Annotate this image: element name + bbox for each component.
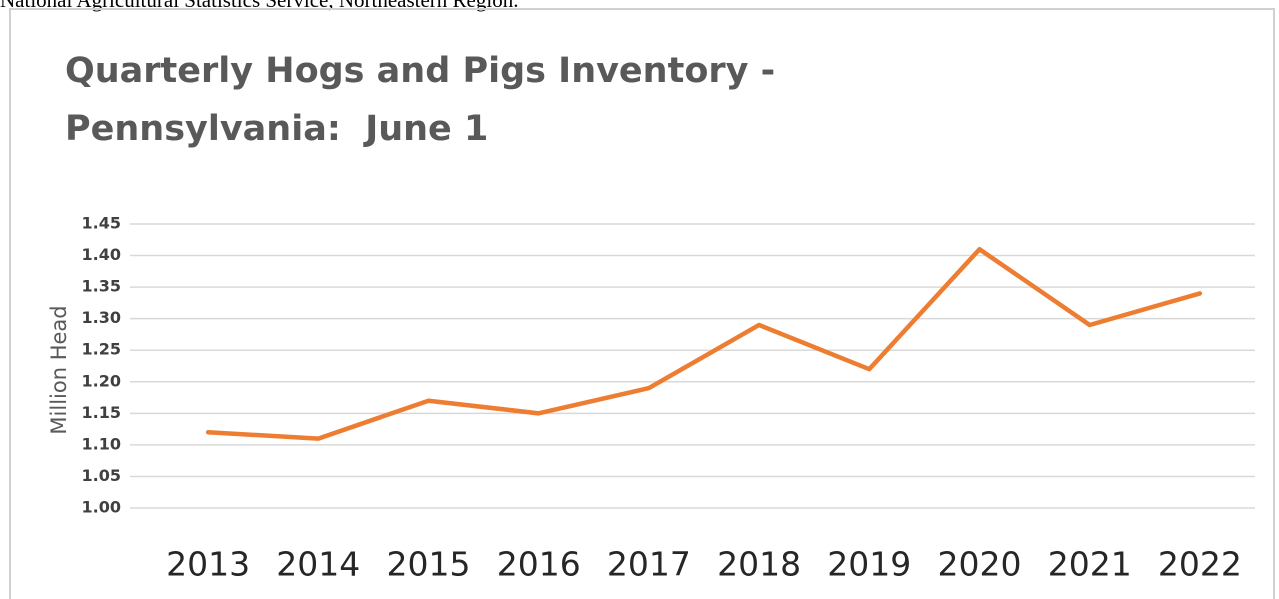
x-tick-label: 2020 [938, 545, 1022, 584]
chart-title: Pennsylvania: June 1 [65, 109, 488, 149]
x-tick-label: 2014 [276, 545, 360, 584]
x-tick-label: 2016 [497, 545, 581, 584]
y-tick-label: 1.25 [82, 340, 121, 359]
x-tick-label: 2013 [166, 545, 250, 584]
chart-frame [9, 8, 1275, 599]
y-tick-label: 1.00 [82, 498, 121, 517]
y-tick-label: 1.05 [82, 466, 121, 485]
x-tick-label: 2017 [607, 545, 691, 584]
x-tick-label: 2019 [827, 545, 911, 584]
x-tick-label: 2022 [1158, 545, 1242, 584]
x-tick-label: 2015 [387, 545, 471, 584]
x-tick-label: 2021 [1048, 545, 1132, 584]
header-text: National Agricultural Statistics Service… [0, 0, 518, 12]
y-tick-label: 1.30 [82, 308, 121, 327]
y-tick-label: 1.15 [82, 403, 121, 422]
y-tick-label: 1.10 [82, 434, 121, 453]
x-tick-label: 2018 [717, 545, 801, 584]
chart-title: Quarterly Hogs and Pigs Inventory - [65, 51, 775, 91]
y-tick-label: 1.35 [82, 277, 121, 296]
y-tick-label: 1.20 [82, 371, 121, 390]
y-tick-label: 1.45 [82, 214, 121, 233]
data-line [205, 246, 1203, 441]
y-axis-label: Million Head [47, 305, 71, 434]
y-tick-label: 1.40 [82, 245, 121, 264]
